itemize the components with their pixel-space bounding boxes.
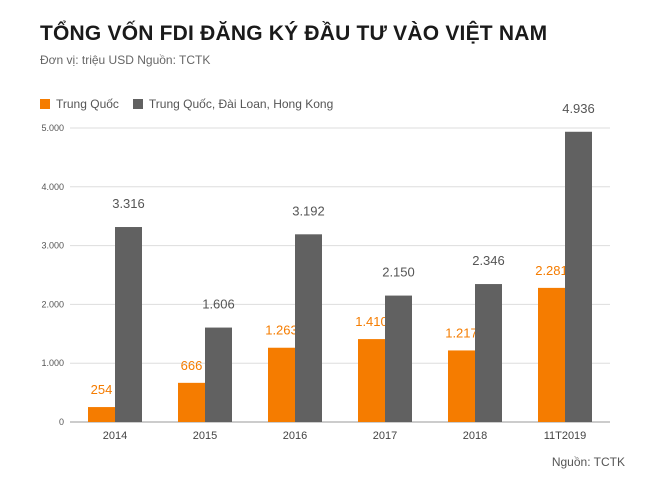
x-tick-label: 2014 [103,430,127,442]
bar-trung-quoc [538,287,565,422]
y-tick-label: 0 [59,417,64,427]
legend: Trung Quốc Trung Quốc, Đài Loan, Hong Ko… [40,97,347,111]
x-tick-label: 2015 [193,430,217,442]
data-label: 1.263 [265,323,298,338]
source-note: Nguồn: TCTK [551,455,625,469]
bar-tq-dl-hk [565,131,592,423]
y-tick-label: 3.000 [41,241,64,251]
y-tick-label: 4.000 [41,182,64,192]
x-tick-label: 2017 [373,430,397,442]
data-label: 4.936 [562,101,595,116]
bar-trung-quoc [448,350,475,422]
data-label: 1.606 [202,297,235,312]
bar-trung-quoc [358,339,385,422]
bar-tq-dl-hk [205,327,232,422]
bar-trung-quoc [178,382,205,422]
bar-tq-dl-hk [385,295,412,422]
bar-tq-dl-hk [295,234,322,422]
bar-tq-dl-hk [115,227,142,422]
x-tick-label: 2016 [283,430,307,442]
data-label: 1.217 [445,325,478,340]
data-label: 666 [181,358,203,373]
data-label: 3.192 [292,203,325,218]
data-label: 2.346 [472,253,505,268]
legend-swatch-series-1 [40,99,50,109]
y-tick-label: 5.000 [41,123,64,133]
data-label: 2.150 [382,265,415,280]
y-tick-label: 2.000 [41,299,64,309]
x-tick-label: 2018 [463,430,487,442]
data-label: 3.316 [112,196,145,211]
data-label: 1.410 [355,314,388,329]
y-tick-label: 1.000 [41,358,64,368]
legend-item-series-1: Trung Quốc [40,97,119,111]
bar-trung-quoc [268,347,295,422]
chart-subtitle: Đơn vị: triệu USD Nguồn: TCTK [40,53,211,67]
legend-label-series-2: Trung Quốc, Đài Loan, Hong Kong [148,97,334,111]
bar-tq-dl-hk [475,284,502,422]
data-label: 2.281 [535,263,568,278]
legend-item-series-2: Trung Quốc, Đài Loan, Hong Kong [132,97,334,111]
bar-trung-quoc [88,407,115,422]
legend-swatch-series-2 [132,99,143,109]
legend-label-series-1: Trung Quốc [56,97,119,111]
data-label: 254 [91,382,113,397]
chart-title: TỔNG VỐN FDI ĐĂNG KÝ ĐẦU TƯ VÀO VIỆT NAM [40,22,548,45]
x-tick-label: 11T2019 [544,430,587,442]
